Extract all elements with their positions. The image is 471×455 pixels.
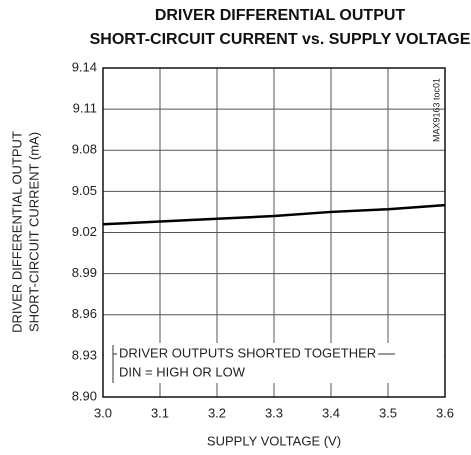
annotation: DIN = HIGH OR LOW — [119, 364, 246, 379]
x-tick-label: 3.2 — [208, 405, 226, 420]
y-tick-label: 9.08 — [72, 142, 97, 157]
y-tick-label: 8.96 — [72, 306, 97, 321]
x-tick-label: 3.0 — [94, 405, 112, 420]
plot-frame — [102, 67, 446, 398]
chart-title: SHORT-CIRCUIT CURRENT vs. SUPPLY VOLTAGE — [90, 31, 471, 48]
y-tick-label: 8.90 — [72, 388, 97, 403]
y-tick-label: 8.93 — [72, 347, 97, 362]
x-tick-label: 3.6 — [436, 405, 454, 420]
y-tick-label: 8.99 — [72, 265, 97, 280]
y-tick-label: 9.11 — [73, 101, 97, 116]
x-tick-label: 3.3 — [265, 405, 283, 420]
x-axis-label: SUPPLY VOLTAGE (V) — [207, 433, 341, 448]
x-tick-label: 3.5 — [379, 405, 397, 420]
x-tick-label: 3.4 — [322, 405, 340, 420]
y-axis-label: DRIVER DIFFERENTIAL OUTPUT — [9, 131, 24, 333]
watermark: MAX9163 toc01 — [431, 78, 441, 142]
y-tick-label: 9.14 — [72, 59, 97, 74]
y-tick-label: 9.05 — [72, 183, 97, 198]
chart-title: DRIVER DIFFERENTIAL OUTPUT — [155, 7, 406, 24]
x-tick-label: 3.1 — [151, 405, 169, 420]
annotation-bg — [104, 343, 444, 383]
data-line — [102, 203, 446, 226]
y-tick-label: 9.02 — [72, 224, 97, 239]
annotation: DRIVER OUTPUTS SHORTED TOGETHER — [119, 345, 376, 360]
y-axis-label: SHORT-CIRCUIT CURRENT (mA) — [26, 132, 41, 332]
